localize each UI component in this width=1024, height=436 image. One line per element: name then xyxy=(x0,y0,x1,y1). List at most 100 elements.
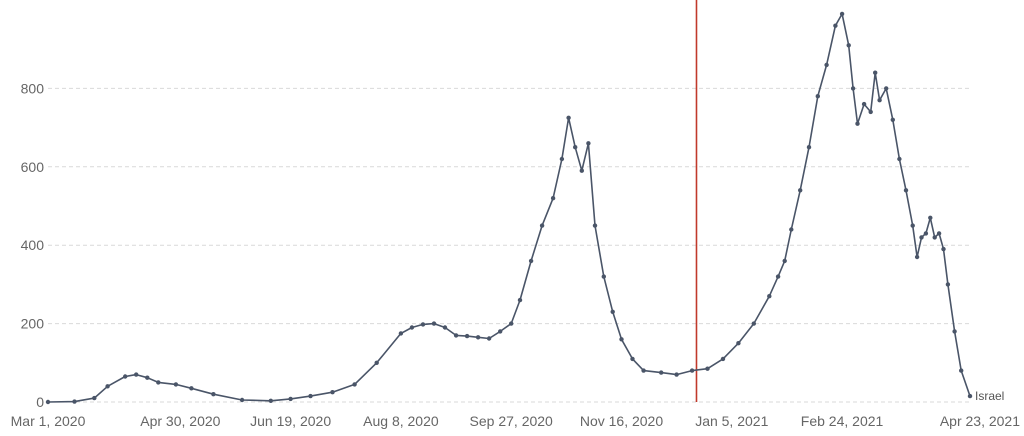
data-point xyxy=(288,396,293,402)
data-point xyxy=(782,258,787,264)
data-point xyxy=(936,231,942,236)
x-tick-label: Aug 8, 2020 xyxy=(363,413,439,429)
data-point xyxy=(539,223,545,228)
data-point xyxy=(720,356,726,362)
data-point xyxy=(601,274,606,279)
data-point xyxy=(689,368,695,373)
x-tick-label: Sep 27, 2020 xyxy=(470,413,554,429)
data-point xyxy=(464,333,470,339)
data-point xyxy=(239,397,245,403)
data-point xyxy=(517,297,523,303)
data-point xyxy=(211,392,216,397)
data-point xyxy=(806,145,812,150)
data-point xyxy=(92,395,97,401)
y-tick-label: 800 xyxy=(21,80,45,96)
data-point xyxy=(850,86,856,91)
data-point xyxy=(509,321,514,326)
data-point xyxy=(798,188,803,193)
data-point xyxy=(566,115,571,121)
data-point xyxy=(941,246,946,252)
data-point xyxy=(705,366,710,371)
data-point xyxy=(855,121,860,126)
grid-lines xyxy=(48,87,970,403)
data-point xyxy=(453,333,459,338)
data-point xyxy=(586,141,591,146)
data-point xyxy=(890,117,895,123)
data-point xyxy=(945,282,951,287)
data-point xyxy=(839,11,845,17)
data-point xyxy=(579,168,584,173)
data-point xyxy=(824,62,829,68)
series-line-israel xyxy=(47,13,971,403)
data-point xyxy=(659,370,664,375)
data-point xyxy=(486,336,492,341)
data-point xyxy=(630,356,635,362)
data-point xyxy=(308,393,313,399)
data-point xyxy=(573,145,578,150)
data-point xyxy=(833,23,838,28)
data-point xyxy=(409,325,415,330)
data-point xyxy=(330,390,335,395)
data-point xyxy=(431,321,437,326)
data-point xyxy=(861,101,867,107)
data-point xyxy=(897,156,902,162)
data-point xyxy=(156,380,161,385)
data-point xyxy=(559,156,565,162)
data-point xyxy=(736,341,741,346)
y-tick-label: 400 xyxy=(21,237,45,253)
data-point xyxy=(903,188,909,193)
y-tick-label: 0 xyxy=(36,394,44,410)
data-point xyxy=(967,393,973,399)
data-point xyxy=(751,321,756,326)
data-point xyxy=(952,329,957,334)
data-point xyxy=(868,109,873,115)
x-tick-label: Nov 16, 2020 xyxy=(580,413,663,429)
data-point xyxy=(789,227,794,232)
data-point xyxy=(910,223,915,228)
y-tick-label: 200 xyxy=(21,316,45,332)
data-point xyxy=(775,274,781,279)
data-point xyxy=(550,196,556,201)
data-point xyxy=(173,382,179,387)
data-point xyxy=(959,368,964,373)
data-point xyxy=(873,70,878,75)
data-point xyxy=(528,258,534,264)
x-tick-label: Feb 24, 2021 xyxy=(801,413,884,429)
data-point xyxy=(268,398,273,403)
data-point xyxy=(914,254,920,260)
data-point xyxy=(105,384,110,389)
data-point xyxy=(352,382,357,387)
x-tick-label: Apr 23, 2021 xyxy=(940,413,1020,429)
data-point xyxy=(475,335,481,340)
data-point xyxy=(923,231,929,236)
series-end-label: Israel xyxy=(975,389,1004,403)
data-point xyxy=(420,322,426,327)
data-point xyxy=(442,325,448,330)
x-tick-label: Jun 19, 2020 xyxy=(250,413,331,429)
data-point xyxy=(919,235,924,240)
data-point xyxy=(610,309,615,314)
data-point xyxy=(189,386,194,391)
data-point xyxy=(592,223,598,228)
data-point xyxy=(45,399,51,405)
data-point xyxy=(134,372,139,377)
data-point xyxy=(767,294,772,299)
data-point xyxy=(72,399,77,404)
data-point xyxy=(619,337,624,342)
data-point xyxy=(641,368,646,373)
data-point xyxy=(846,43,851,48)
data-point xyxy=(498,329,503,334)
data-point xyxy=(884,86,889,91)
data-point xyxy=(815,94,820,99)
data-point xyxy=(928,215,933,220)
data-point xyxy=(374,360,379,365)
series-layer xyxy=(45,11,973,405)
x-tick-label: Apr 30, 2020 xyxy=(140,413,220,429)
data-point xyxy=(123,374,128,379)
y-tick-label: 600 xyxy=(21,159,45,175)
data-point xyxy=(145,375,150,380)
data-point xyxy=(674,372,679,377)
axis-labels: 0 200 400 600 800 Mar 1, 2020 Apr 30, 2020 Jun … xyxy=(11,80,1021,429)
data-point xyxy=(398,331,404,336)
